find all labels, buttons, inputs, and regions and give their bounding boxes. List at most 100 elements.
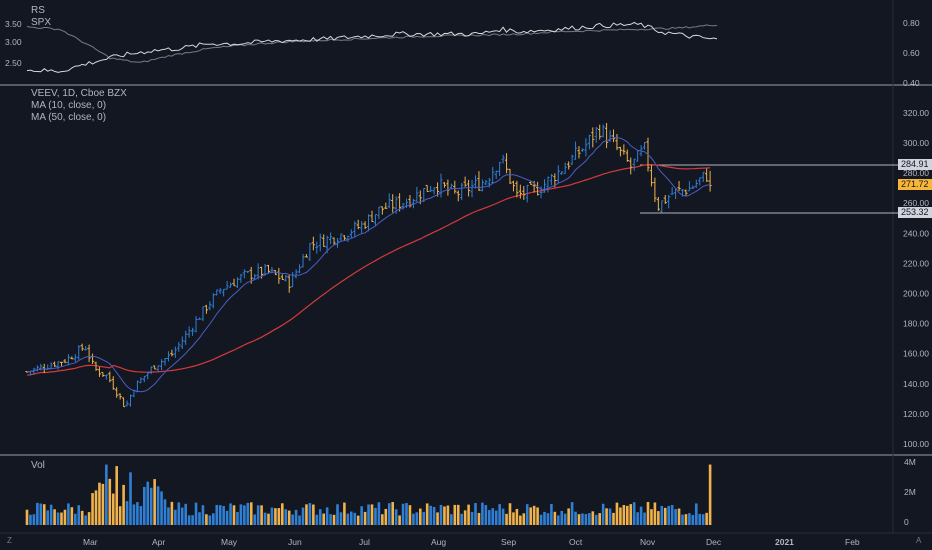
- volume-bar[interactable]: [543, 511, 546, 525]
- volume-bar[interactable]: [622, 505, 626, 525]
- volume-bar[interactable]: [581, 513, 584, 525]
- volume-bar[interactable]: [522, 513, 526, 525]
- ohlc-bar[interactable]: [498, 161, 502, 177]
- ohlc-bar[interactable]: [580, 148, 585, 152]
- ohlc-bar[interactable]: [549, 173, 553, 186]
- volume-bar[interactable]: [539, 514, 543, 525]
- volume-bar[interactable]: [553, 511, 557, 525]
- ohlc-bar[interactable]: [480, 179, 484, 192]
- volume-bar[interactable]: [450, 514, 453, 525]
- volume-bar[interactable]: [149, 487, 153, 525]
- ohlc-bar[interactable]: [601, 124, 605, 138]
- volume-bar[interactable]: [356, 515, 360, 525]
- ohlc-bar[interactable]: [166, 351, 171, 362]
- ohlc-bar[interactable]: [446, 179, 450, 196]
- volume-bar[interactable]: [360, 506, 363, 525]
- volume-bar[interactable]: [49, 504, 53, 525]
- volume-bar[interactable]: [594, 514, 598, 525]
- volume-bar[interactable]: [394, 509, 398, 525]
- volume-bar[interactable]: [550, 503, 553, 525]
- volume-bar[interactable]: [677, 508, 681, 525]
- ohlc-bar[interactable]: [356, 219, 360, 230]
- volume-bar[interactable]: [529, 507, 532, 525]
- volume-panel[interactable]: Vol 4M 2M 0: [25, 457, 916, 527]
- ohlc-bar[interactable]: [536, 181, 540, 196]
- volume-bar[interactable]: [277, 508, 281, 525]
- volume-bar[interactable]: [29, 514, 32, 525]
- volume-bar[interactable]: [305, 504, 308, 525]
- ohlc-bar[interactable]: [42, 363, 46, 374]
- ohlc-bar[interactable]: [242, 269, 246, 279]
- volume-bar[interactable]: [225, 510, 229, 525]
- ohlc-bar[interactable]: [435, 182, 440, 197]
- volume-bar[interactable]: [670, 505, 674, 525]
- volume-bar[interactable]: [363, 511, 367, 525]
- ohlc-bar[interactable]: [618, 146, 622, 157]
- volume-bar[interactable]: [129, 472, 132, 525]
- volume-bar[interactable]: [322, 513, 325, 525]
- volume-bar[interactable]: [53, 509, 56, 525]
- volume-bar[interactable]: [350, 511, 353, 525]
- rs-series-line[interactable]: [26, 21, 718, 73]
- volume-bar[interactable]: [146, 481, 150, 525]
- ohlc-bar[interactable]: [556, 165, 560, 184]
- ohlc-bar[interactable]: [277, 267, 281, 284]
- volume-bar[interactable]: [191, 515, 194, 525]
- volume-bar[interactable]: [512, 512, 515, 525]
- volume-bar[interactable]: [256, 505, 260, 525]
- ohlc-bar[interactable]: [139, 377, 143, 384]
- volume-bar[interactable]: [474, 503, 477, 525]
- ohlc-bar[interactable]: [494, 170, 498, 179]
- ohlc-bar[interactable]: [560, 171, 564, 175]
- volume-bar[interactable]: [436, 512, 439, 525]
- ohlc-bar[interactable]: [239, 273, 243, 283]
- ohlc-bar[interactable]: [322, 234, 326, 247]
- volume-bar[interactable]: [46, 510, 49, 525]
- volume-bar[interactable]: [87, 512, 91, 525]
- volume-bars[interactable]: [25, 464, 712, 525]
- volume-bar[interactable]: [291, 514, 294, 525]
- volume-bar[interactable]: [584, 514, 588, 525]
- volume-bar[interactable]: [698, 513, 702, 525]
- volume-bar[interactable]: [215, 504, 219, 525]
- volume-bar[interactable]: [370, 504, 374, 525]
- ma50-line[interactable]: [26, 163, 711, 376]
- ohlc-bar[interactable]: [70, 356, 74, 360]
- volume-bar[interactable]: [560, 510, 564, 525]
- volume-bar[interactable]: [467, 504, 470, 525]
- ohlc-bar[interactable]: [215, 289, 219, 296]
- ohlc-bar[interactable]: [73, 354, 77, 362]
- volume-bar[interactable]: [170, 501, 174, 525]
- ohlc-bar[interactable]: [101, 371, 105, 377]
- volume-bar[interactable]: [80, 510, 84, 525]
- ohlc-bar[interactable]: [398, 193, 402, 212]
- ohlc-bar[interactable]: [294, 269, 298, 279]
- volume-bar[interactable]: [36, 502, 39, 525]
- ohlc-bar[interactable]: [453, 180, 457, 194]
- ohlc-bar[interactable]: [342, 235, 346, 241]
- volume-bar[interactable]: [246, 502, 250, 525]
- volume-bar[interactable]: [657, 511, 660, 525]
- ohlc-bar[interactable]: [329, 232, 333, 245]
- ohlc-bar[interactable]: [346, 235, 350, 242]
- volume-bar[interactable]: [612, 512, 615, 525]
- volume-bar[interactable]: [281, 503, 284, 525]
- ohlc-bar[interactable]: [339, 233, 343, 242]
- ohlc-bar[interactable]: [584, 138, 588, 157]
- ohlc-bar[interactable]: [542, 179, 547, 193]
- ohlc-bar[interactable]: [225, 280, 229, 290]
- volume-bar[interactable]: [381, 514, 384, 525]
- zoom-icon[interactable]: Z: [7, 536, 12, 545]
- volume-bar[interactable]: [629, 504, 633, 525]
- time-axis[interactable]: Mar Apr May Jun Jul Aug Sep Oct Nov Dec …: [83, 537, 860, 547]
- volume-bar[interactable]: [419, 508, 422, 525]
- volume-bar[interactable]: [636, 512, 639, 525]
- ohlc-bar[interactable]: [636, 149, 640, 162]
- price-panel[interactable]: VEEV, 1D, Cboe BZX MA (10, close, 0) MA …: [25, 88, 929, 449]
- ohlc-bar[interactable]: [577, 146, 581, 159]
- ohlc-bar[interactable]: [515, 180, 519, 198]
- volume-bar[interactable]: [56, 512, 60, 525]
- ohlc-bar[interactable]: [222, 288, 226, 297]
- ohlc-bar[interactable]: [363, 221, 367, 230]
